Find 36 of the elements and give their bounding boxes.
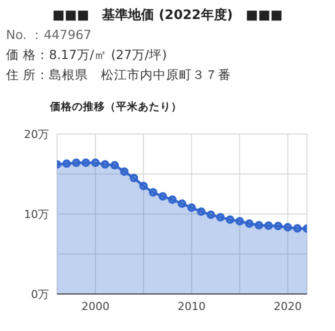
point [293,224,302,233]
point [148,188,158,197]
x-tick-label: 2010 [178,300,206,313]
point [187,203,196,212]
point [91,158,100,168]
text: 価 格：8.17万/㎡ (27万/坪) [6,47,167,64]
text: 住 所：島根県 松江市内中原町３７番 [6,67,231,84]
point [72,158,80,168]
point [235,216,244,226]
point [216,212,225,222]
point [168,195,177,204]
point [245,219,254,228]
point [178,199,186,208]
point [284,222,292,232]
point [226,215,234,224]
point [130,174,138,182]
point [139,182,148,190]
y-tick-label: 10万 [24,208,49,221]
point [110,160,119,170]
chart-subtitle: 価格の推移（平米あたり） [50,100,182,114]
text: No. ：447967 [6,27,92,44]
point [100,160,110,169]
point [62,159,71,168]
point [120,167,129,176]
chart-title: ■■■ 基準地価 (2022年度) ■■■ [51,6,284,24]
point [82,158,90,168]
point [274,222,282,230]
x-tick-label: 2020 [274,300,302,313]
point [206,210,216,220]
point [254,220,264,230]
point [196,207,206,216]
point [264,221,273,230]
y-tick-label: 0万 [31,288,49,301]
point [158,192,168,201]
x-tick-label: 2000 [81,300,110,313]
y-tick-label: 20万 [24,128,49,141]
